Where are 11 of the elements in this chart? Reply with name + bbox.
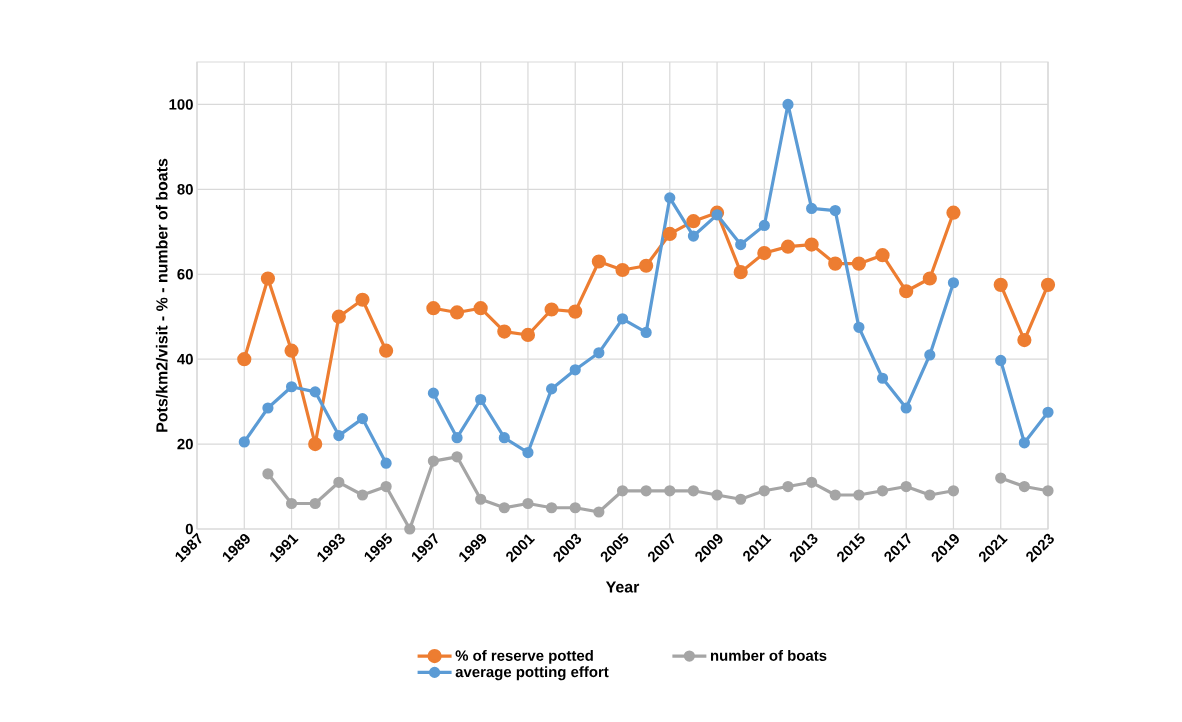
legend-label: % of reserve potted xyxy=(455,649,593,664)
y-tick-label: 100 xyxy=(169,99,193,110)
legend-label: average potting effort xyxy=(455,666,609,681)
y-tick-label: 40 xyxy=(177,353,193,365)
y-tick-label: 80 xyxy=(177,184,193,195)
y-tick-label: 20 xyxy=(177,438,193,450)
legend-label: number of boats xyxy=(710,649,827,661)
x-axis-title: Year xyxy=(605,581,640,593)
y-tick-label: 60 xyxy=(177,268,193,280)
y-axis-title: Pots/km2/visit - % - number of boats xyxy=(155,158,168,432)
y-tick-label: 0 xyxy=(185,523,193,535)
